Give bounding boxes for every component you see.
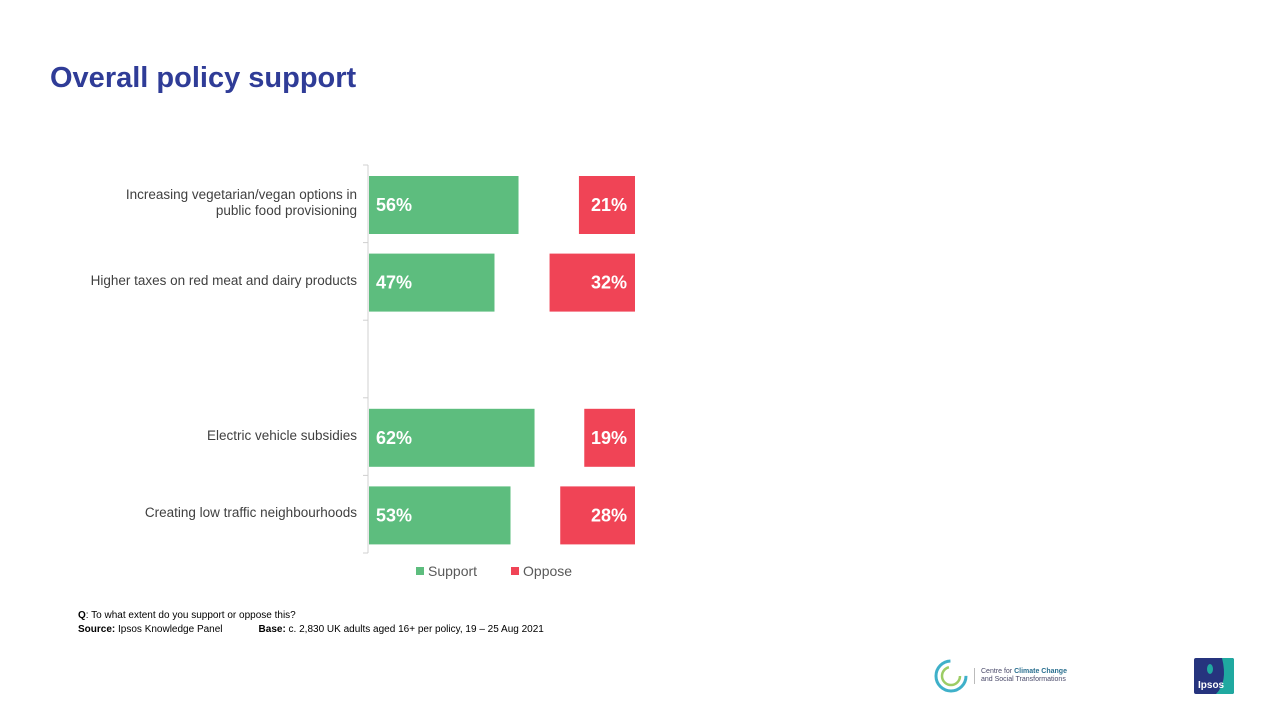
bar-oppose (560, 486, 635, 545)
chart-legend: Support Oppose (416, 563, 572, 579)
page-title: Overall policy support (50, 62, 357, 94)
source-text: Ipsos Knowledge Panel (115, 624, 223, 635)
ipsos-logo-icon (1207, 658, 1234, 694)
legend-label-support: Support (428, 563, 478, 579)
base-text: c. 2,830 UK adults aged 16+ per policy, … (285, 624, 544, 635)
legend-swatch-oppose (511, 567, 520, 575)
category-label: Electric vehicle subsidies (206, 427, 357, 443)
data-label-support: 56% (376, 195, 412, 215)
ipsos-wordmark: Ipsos (1198, 680, 1225, 691)
data-label-oppose: 21% (591, 195, 627, 215)
legend-item-support: Support (416, 563, 477, 579)
bar-oppose (578, 176, 635, 234)
bar-oppose (549, 253, 635, 312)
legend-swatch-support (416, 567, 424, 575)
data-label-support: 62% (376, 428, 412, 448)
data-label-oppose: 32% (591, 273, 627, 293)
bar-support (369, 253, 495, 312)
ccc-prefix: Centre for (981, 668, 1015, 675)
data-label-oppose: 19% (591, 428, 627, 448)
bar-support (369, 486, 511, 545)
category-label: Increasing vegetarian/vegan options in pu… (125, 187, 357, 218)
data-label-support: 53% (376, 505, 412, 525)
question-note: Q: To what extent do you support or oppo… (78, 609, 544, 623)
data-label-oppose: 28% (591, 505, 627, 525)
ccc-bold: Climate Change (1014, 668, 1067, 675)
ipsos-logo: Ipsos (1194, 658, 1234, 694)
question-label: Q (78, 610, 86, 621)
legend-label-oppose: Oppose (523, 563, 573, 579)
ccc-logo: Centre for Climate Change and Social Tra… (934, 657, 1067, 695)
chart-notes: Q: To what extent do you support or oppo… (78, 609, 544, 637)
base-label: Base: (258, 624, 286, 635)
data-label-support: 47% (376, 273, 412, 293)
question-text: : To what extent do you support or oppos… (85, 610, 296, 621)
legend-item-oppose: Oppose (511, 563, 572, 579)
bar-oppose (584, 408, 635, 467)
bar-support (369, 176, 519, 234)
source-label: Source: (78, 624, 116, 635)
ccc-line2: and Social Transformations (981, 676, 1066, 683)
ccc-logo-text: Centre for Climate Change and Social Tra… (974, 668, 1067, 684)
category-label: Higher taxes on red meat and dairy produ… (90, 272, 357, 288)
ccc-logo-icon (934, 659, 968, 693)
source-note: Source: Ipsos Knowledge Panel Base: c. 2,… (78, 623, 544, 637)
category-label: Creating low traffic neighbourhoods (144, 505, 357, 521)
bar-support (369, 408, 535, 467)
